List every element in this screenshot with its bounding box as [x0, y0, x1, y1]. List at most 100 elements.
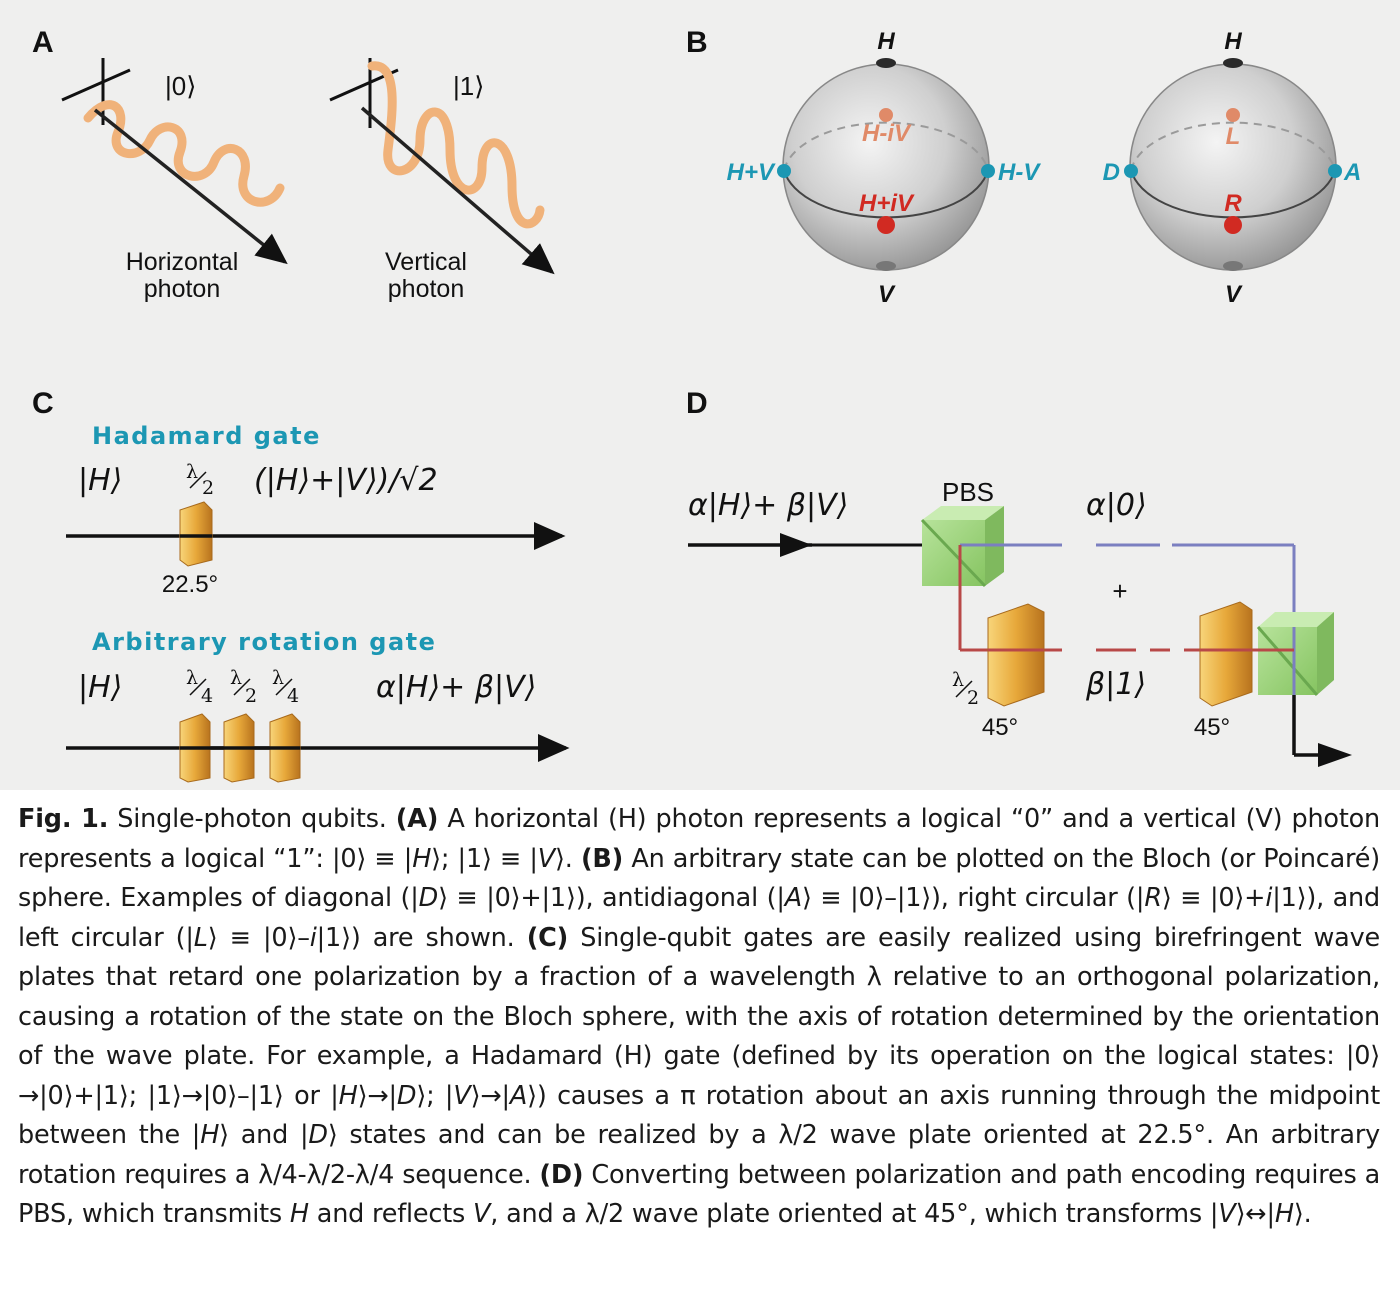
sphere-1-point-back — [879, 108, 893, 122]
sphere-2-label-right: A — [1343, 159, 1361, 186]
lower-output-state: β|1⟩ — [1085, 667, 1146, 702]
plate-1-den: 4 — [201, 685, 213, 707]
sphere-1-label-right: H-V — [998, 159, 1041, 186]
caption-d-text1: Converting between polarization and path… — [18, 1159, 1380, 1230]
caption-d-h: H — [289, 1199, 309, 1229]
sphere-1-label-back: H-iV — [862, 120, 912, 147]
caption-a-h: H — [412, 843, 432, 874]
plate-1-num: λ — [186, 667, 198, 689]
vertical-photon-label-2: photon — [388, 275, 464, 303]
caption-d-v: V — [473, 1199, 491, 1229]
caption-c-text5: ⟩) causes a π rotation about an axis run… — [18, 1080, 1381, 1151]
caption-b-i2: i — [309, 922, 317, 953]
angle-right-label: 45° — [1194, 714, 1230, 741]
caption-b-text6: ⟩ ≡ |0⟩– — [207, 922, 310, 953]
wave-plate-45-left — [987, 603, 1045, 707]
pbs-cube-2 — [1256, 612, 1334, 696]
caption-b-d: D — [418, 883, 439, 913]
plate-2-num: λ — [230, 667, 242, 689]
sphere-2-point-left — [1124, 164, 1138, 178]
hadamard-angle-label: 22.5° — [162, 571, 218, 598]
panel-letter-c: C — [32, 387, 54, 420]
panel-letter-d: D — [686, 387, 708, 420]
caption-a-text: A horizontal (H) photon represents a log… — [18, 804, 1380, 874]
hadamard-plate-num: λ — [186, 461, 198, 483]
pbs-label: PBS — [942, 477, 994, 507]
caption-d-text4: ⟩↔| — [1235, 1199, 1276, 1229]
caption-c-a1: A — [509, 1080, 528, 1111]
pbs-cube-1 — [920, 506, 1004, 588]
input-beam-arrow — [780, 533, 812, 557]
caption-d-text5: ⟩. — [1293, 1199, 1312, 1229]
caption-c-d2: D — [308, 1120, 328, 1150]
caption-c-text6: ⟩ and | — [219, 1120, 309, 1150]
caption-c-h1: H — [338, 1080, 358, 1111]
sphere-2-label-top: H — [1224, 28, 1242, 55]
caption-a-end: ⟩. — [555, 843, 573, 874]
panel-letter-a: A — [32, 26, 54, 59]
output-beam-arrow — [1318, 743, 1352, 767]
caption-b-l: L — [193, 922, 208, 953]
d-plate-slash — [955, 680, 973, 698]
figure-caption: Fig. 1. Single-photon qubits. (A) A hori… — [18, 800, 1380, 1235]
caption-b-r: R — [1144, 883, 1162, 913]
hadamard-fraction-slash — [189, 471, 207, 489]
horizontal-photon-illustration — [61, 58, 288, 265]
caption-fig-label: Fig. 1. — [18, 804, 109, 834]
figure-panels: A |0⟩ Horizontal photon |1⟩ Vertical pho… — [0, 0, 1400, 790]
ket-1-label: |1⟩ — [453, 71, 484, 101]
bloch-sphere-1 — [777, 58, 995, 271]
caption-b-text3: ⟩ ≡ |0⟩–|1⟩), right circular (| — [802, 883, 1145, 913]
horizontal-photon-label-1: Horizontal — [126, 248, 239, 276]
hadamard-wave-plate — [179, 501, 213, 567]
caption-a-label: (A) — [395, 804, 439, 834]
caption-b-text2: ⟩ ≡ |0⟩+|1⟩), antidiagonal (| — [438, 883, 785, 913]
arbitrary-wave-plates — [179, 713, 301, 783]
wave-plate-45-right — [1199, 601, 1253, 707]
hadamard-output-state: (|H⟩+|V⟩)/√2 — [254, 463, 438, 498]
caption-c-text4: ⟩→| — [470, 1080, 511, 1111]
caption-d-text3: , and a λ/2 wave plate oriented at 45°, … — [490, 1199, 1219, 1229]
d-plate-num: λ — [952, 669, 964, 691]
sphere-1-pole-h — [876, 58, 896, 68]
arbitrary-gate-title: Arbitrary rotation gate — [92, 628, 436, 656]
bloch-sphere-2 — [1124, 58, 1342, 271]
plate-3-den: 4 — [287, 685, 299, 707]
sphere-2-body — [1129, 63, 1337, 271]
polarization-axis-h — [61, 68, 131, 102]
sphere-1-label-bottom: V — [878, 281, 896, 308]
caption-d-h2: H — [1274, 1199, 1294, 1229]
caption-c-text1: Single-qubit gates are easily realized u… — [18, 922, 1380, 1111]
sphere-1-body — [782, 63, 990, 271]
plate-2-den: 2 — [245, 685, 257, 707]
figure-illustration: A |0⟩ Horizontal photon |1⟩ Vertical pho… — [32, 26, 1361, 783]
arbitrary-plate-labels: λ 4 λ 2 λ 4 — [186, 667, 299, 707]
horizontal-wave — [83, 100, 285, 207]
arbitrary-input-state: |H⟩ — [78, 670, 122, 705]
caption-c-v1: V — [453, 1080, 471, 1111]
caption-c-text2: ⟩→| — [357, 1080, 398, 1111]
sphere-2-point-back — [1226, 108, 1240, 122]
upper-output-state: α|0⟩ — [1086, 488, 1147, 523]
sphere-1-pole-v — [876, 261, 896, 271]
caption-c-d1: D — [396, 1080, 417, 1111]
sphere-2-point-front — [1224, 216, 1242, 234]
caption-c-text7: ⟩ states and can be realized by a λ/2 wa… — [18, 1120, 1381, 1190]
vertical-photon-label-1: Vertical — [385, 248, 467, 276]
caption-d-v2: V — [1218, 1199, 1236, 1229]
caption-c-h2: H — [200, 1120, 220, 1150]
arbitrary-output-state: α|H⟩+ β|V⟩ — [376, 670, 536, 705]
caption-b-text1: An arbitrary state can be plotted on the… — [18, 843, 1381, 914]
sphere-2-label-left: D — [1103, 159, 1120, 186]
caption-c-label: (C) — [526, 922, 569, 953]
sphere-2-label-front: R — [1224, 190, 1242, 217]
propagation-arrow-h — [93, 108, 288, 265]
d-plate-den: 2 — [967, 687, 979, 709]
hadamard-input-state: |H⟩ — [78, 463, 122, 498]
ket-0-label: |0⟩ — [165, 71, 196, 101]
plate-3-num: λ — [272, 667, 284, 689]
caption-c-text3: ⟩; | — [416, 1080, 454, 1111]
caption-b-i1: i — [1265, 883, 1273, 913]
panel-letter-b: B — [686, 26, 708, 59]
sphere-2-pole-v — [1223, 261, 1243, 271]
